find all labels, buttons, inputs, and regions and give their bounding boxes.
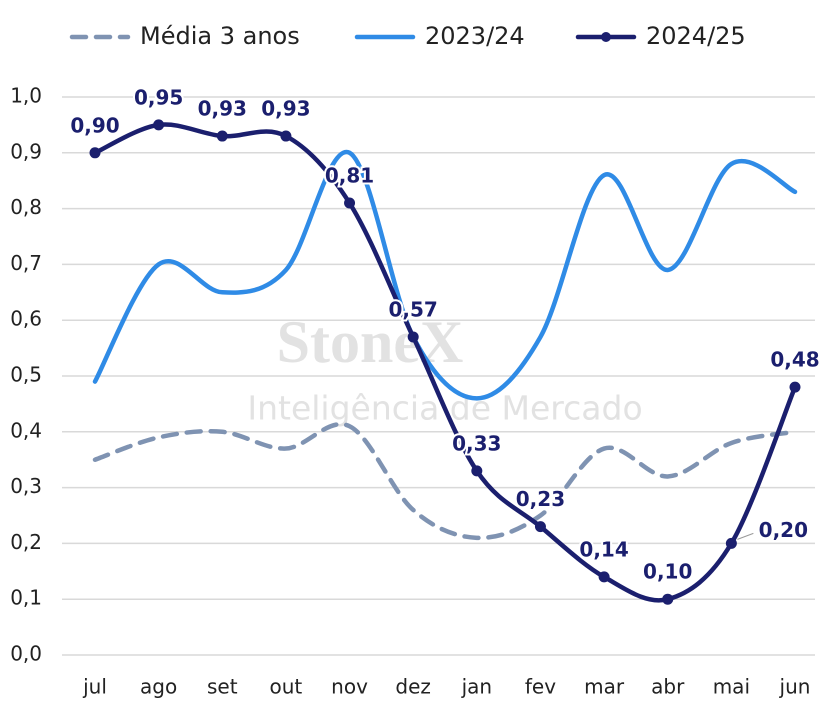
x-tick-label: mai <box>713 675 750 699</box>
leader-line <box>737 532 754 540</box>
point <box>216 130 228 142</box>
x-tick-label: set <box>207 675 238 699</box>
x-tick-label: ago <box>140 675 177 699</box>
data-label: 0,20 <box>759 518 808 542</box>
point <box>471 465 483 477</box>
x-tick-label: jul <box>82 675 107 699</box>
data-label: 0,93 <box>261 97 310 121</box>
y-tick-label: 0,6 <box>10 307 42 331</box>
x-tick-label: mar <box>584 675 625 699</box>
point <box>153 119 165 131</box>
data-label: 0,81 <box>325 164 374 188</box>
data-label: 0,90 <box>70 113 119 137</box>
y-tick-label: 0,1 <box>10 586 42 610</box>
y-tick-label: 0,2 <box>10 530 42 554</box>
x-tick-label: jun <box>779 675 811 699</box>
data-label: 0,23 <box>516 487 565 511</box>
x-tick-label: nov <box>331 675 368 699</box>
legend-label: 2024/25 <box>646 22 746 50</box>
y-tick-label: 0,3 <box>10 474 42 498</box>
data-label: 0,57 <box>389 297 438 321</box>
x-tick-label: fev <box>525 675 556 699</box>
point <box>89 147 101 159</box>
data-label: 0,93 <box>198 97 247 121</box>
y-tick-label: 1,0 <box>10 84 42 108</box>
point <box>662 593 674 605</box>
legend-label: 2023/24 <box>425 22 525 50</box>
point <box>344 197 356 209</box>
point <box>534 521 546 533</box>
y-tick-label: 0,0 <box>10 642 42 666</box>
data-label: 0,14 <box>579 537 628 561</box>
y-tick-label: 0,7 <box>10 251 42 275</box>
legend-label: Média 3 anos <box>140 22 300 50</box>
data-label: 0,10 <box>643 560 692 584</box>
y-tick-label: 0,8 <box>10 195 42 219</box>
point <box>407 331 419 343</box>
data-label: 0,33 <box>452 431 501 455</box>
y-tick-label: 0,9 <box>10 139 42 163</box>
data-label: 0,95 <box>134 85 183 109</box>
series-line <box>92 149 798 401</box>
point <box>280 130 292 142</box>
point <box>598 571 610 583</box>
y-tick-label: 0,4 <box>10 418 42 442</box>
point <box>789 381 801 393</box>
series-line <box>92 422 798 541</box>
x-tick-label: out <box>270 675 303 699</box>
legend-marker <box>601 32 611 42</box>
x-tick-label: dez <box>395 675 431 699</box>
y-tick-label: 0,5 <box>10 363 42 387</box>
x-tick-label: abr <box>651 675 685 699</box>
data-label: 0,48 <box>770 348 819 372</box>
point <box>725 537 737 549</box>
x-tick-label: jan <box>461 675 493 699</box>
